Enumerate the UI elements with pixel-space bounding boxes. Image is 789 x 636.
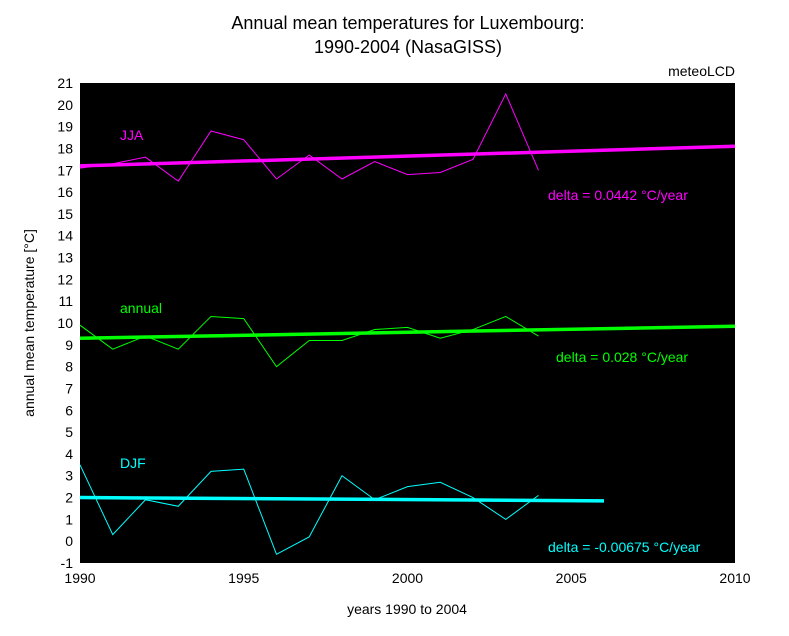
y-tick-label: 0 <box>65 533 73 549</box>
series-label-DJF: DJF <box>120 455 146 471</box>
x-axis-ticks: 1990 1995 2000 2005 2010 <box>64 570 750 586</box>
y-tick-label: 11 <box>58 293 73 309</box>
series-label-JJA: JJA <box>120 127 144 143</box>
y-tick-label: 9 <box>65 337 73 353</box>
y-tick-label: 1 <box>65 511 73 527</box>
trend-annotation-DJF: delta = -0.00675 °C/year <box>548 539 701 555</box>
trend-line-DJF <box>79 495 605 503</box>
x-tick-label: 2000 <box>392 570 423 586</box>
x-tick-label: 1990 <box>64 570 95 586</box>
series-label-annual: annual <box>120 300 162 316</box>
y-tick-label: 2 <box>65 490 73 506</box>
y-axis-label: annual mean temperature [°C] <box>21 229 37 417</box>
y-tick-label: 17 <box>57 162 73 178</box>
y-tick-label: 13 <box>57 250 73 266</box>
x-tick-label: 2005 <box>556 570 587 586</box>
y-tick-label: 16 <box>57 184 73 200</box>
trend-line-JJA <box>79 144 736 168</box>
trend-annotation-JJA: delta = 0.0442 °C/year <box>548 187 688 203</box>
y-tick-label: 4 <box>65 446 73 462</box>
trend-line-annual <box>79 324 736 341</box>
y-tick-label: 5 <box>65 424 73 440</box>
chart-title-line1: Annual mean temperatures for Luxembourg: <box>231 13 584 33</box>
chart-title-line2: 1990-2004 (NasaGISS) <box>314 37 502 57</box>
y-tick-label: 10 <box>57 315 73 331</box>
y-tick-label: 20 <box>57 97 73 113</box>
x-tick-label: 1995 <box>228 570 259 586</box>
y-tick-label: 14 <box>57 228 73 244</box>
y-tick-label: 3 <box>65 468 73 484</box>
series-layer: JJA delta = 0.0442 °C/year annual delta = 0… <box>79 92 736 555</box>
trend-annotation-annual: delta = 0.028 °C/year <box>556 349 688 365</box>
x-tick-label: 2010 <box>719 570 750 586</box>
series-line-DJF <box>79 464 539 555</box>
x-axis-label: years 1990 to 2004 <box>347 601 467 617</box>
y-tick-label: 18 <box>57 140 73 156</box>
y-tick-label: 21 <box>57 75 73 91</box>
y-tick-label: 7 <box>65 380 73 396</box>
y-tick-label: 6 <box>65 402 73 418</box>
y-tick-label: 12 <box>57 271 73 287</box>
y-tick-label: 19 <box>57 119 73 135</box>
y-tick-label: -1 <box>61 555 74 571</box>
y-tick-label: 8 <box>65 359 73 375</box>
y-tick-label: 15 <box>57 206 73 222</box>
source-label: meteoLCD <box>668 63 735 79</box>
